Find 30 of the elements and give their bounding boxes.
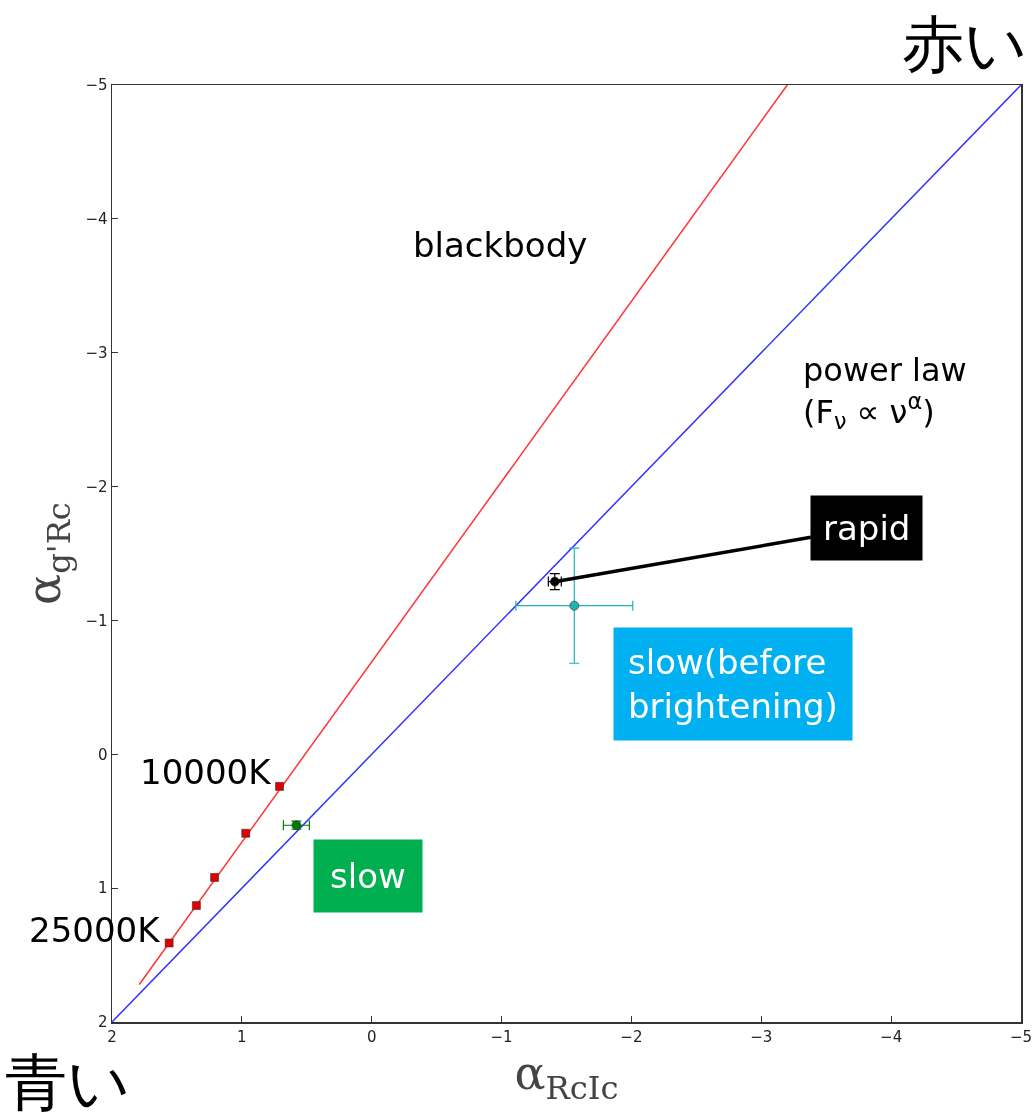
annotation: blackbody <box>413 225 588 265</box>
text: 赤い <box>902 8 1027 81</box>
y-tick-label: −3 <box>85 343 108 362</box>
point <box>192 901 201 910</box>
y-tick-label: −4 <box>85 210 108 229</box>
y-tick-label: −2 <box>85 477 108 496</box>
y-tick-label: 0 <box>97 745 108 764</box>
x-tick-label: −4 <box>880 1027 903 1046</box>
text: 青い <box>5 1046 130 1119</box>
y-tick-label: 1 <box>97 879 108 898</box>
y-tick-label: −5 <box>85 76 108 95</box>
y-tick-label: −1 <box>85 611 108 630</box>
x-tick-label: −3 <box>750 1027 773 1046</box>
x-tick-label: −2 <box>620 1027 643 1046</box>
annotation: 10000K <box>140 752 273 792</box>
point <box>275 782 284 791</box>
annotation: slow(before brightening) <box>628 642 838 727</box>
point <box>241 828 251 838</box>
annotation: rapid <box>823 508 911 548</box>
point <box>164 938 174 948</box>
x-axis-title: α$_{RcIc}$ <box>514 1045 619 1107</box>
x-tick-label: 1 <box>237 1027 247 1046</box>
point <box>210 873 219 882</box>
x-tick-label: −1 <box>490 1027 513 1046</box>
point <box>569 600 580 611</box>
x-tick-label: 0 <box>366 1027 377 1046</box>
annotation: slow <box>330 856 406 896</box>
y-tick-label: 2 <box>97 1013 108 1032</box>
x-tick-label: −5 <box>1009 1027 1033 1046</box>
annotation: power law (F$_{ν}$ ∝ ν$^{α}$) <box>803 351 967 435</box>
